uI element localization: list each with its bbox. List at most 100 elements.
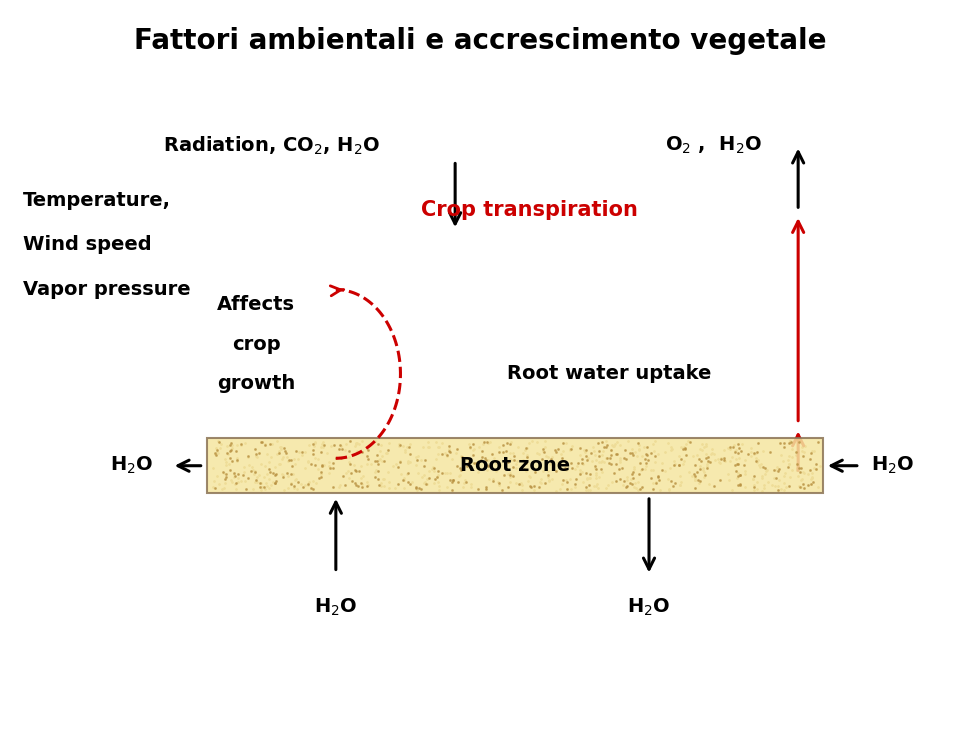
Point xyxy=(695,463,710,475)
Point xyxy=(326,439,342,451)
Point xyxy=(414,483,429,495)
Point xyxy=(480,437,495,448)
Point xyxy=(731,480,746,491)
Point xyxy=(803,447,818,459)
Point xyxy=(210,435,226,447)
Point xyxy=(671,459,686,471)
Point xyxy=(348,437,364,449)
Point xyxy=(314,459,329,471)
Point xyxy=(695,464,710,476)
Point xyxy=(685,469,701,480)
Point xyxy=(737,465,753,477)
Point xyxy=(610,436,625,448)
Point xyxy=(478,483,493,494)
Point xyxy=(700,451,715,462)
Point xyxy=(687,472,703,484)
Point xyxy=(399,441,415,453)
Point xyxy=(316,437,331,448)
Point xyxy=(599,439,614,451)
Point xyxy=(513,478,528,490)
Point xyxy=(420,478,435,490)
Point xyxy=(619,475,635,486)
Point xyxy=(770,480,785,492)
Point xyxy=(732,477,747,489)
Point xyxy=(596,441,612,453)
Point xyxy=(224,455,239,467)
Point xyxy=(575,476,590,488)
Point xyxy=(779,481,794,493)
Point xyxy=(502,469,517,481)
Point xyxy=(707,480,722,492)
Point xyxy=(762,446,778,458)
Point xyxy=(582,480,597,491)
Point xyxy=(504,436,519,448)
Point xyxy=(637,464,653,475)
Point xyxy=(649,476,664,488)
Point xyxy=(798,440,813,452)
Point xyxy=(272,445,287,456)
Point xyxy=(774,449,789,461)
Point xyxy=(464,481,479,493)
Point xyxy=(651,471,666,483)
Point xyxy=(711,456,727,468)
Point xyxy=(793,462,808,474)
Point xyxy=(585,441,600,453)
Point xyxy=(504,469,519,480)
Point xyxy=(666,459,682,471)
Point xyxy=(563,444,578,456)
Point xyxy=(529,448,544,459)
Point xyxy=(645,477,660,489)
Point xyxy=(687,474,703,486)
Point xyxy=(558,464,573,476)
Point xyxy=(660,472,676,484)
Point xyxy=(211,477,227,489)
Point xyxy=(289,483,304,495)
Point xyxy=(673,441,688,453)
Point xyxy=(531,448,546,460)
Point xyxy=(788,446,804,458)
Point xyxy=(471,442,487,453)
Point xyxy=(233,440,249,451)
Point xyxy=(588,472,604,484)
Point xyxy=(707,448,722,460)
Point xyxy=(280,482,296,494)
Point xyxy=(488,457,503,469)
Point xyxy=(604,445,619,456)
Point xyxy=(572,442,588,453)
Point xyxy=(632,439,647,451)
Point xyxy=(402,438,418,450)
Point xyxy=(721,442,736,453)
Point xyxy=(740,448,756,460)
Point xyxy=(494,484,510,496)
Point xyxy=(235,469,251,480)
Point xyxy=(603,445,618,456)
Point xyxy=(638,457,654,469)
Point xyxy=(632,468,647,480)
Point xyxy=(804,471,820,483)
Point xyxy=(292,445,307,457)
Point xyxy=(578,485,593,496)
Point xyxy=(796,468,811,480)
Point xyxy=(376,456,392,467)
Point xyxy=(313,441,328,453)
Point xyxy=(478,453,493,464)
Point xyxy=(373,480,389,491)
Point xyxy=(503,453,518,465)
Point xyxy=(209,470,225,482)
Point xyxy=(262,438,277,450)
Point xyxy=(618,481,634,493)
Point xyxy=(627,463,642,475)
Point xyxy=(791,480,806,491)
Point xyxy=(759,464,775,476)
Point xyxy=(778,467,793,479)
Point xyxy=(276,484,292,496)
Point xyxy=(756,445,771,456)
Point xyxy=(224,444,239,456)
Point xyxy=(461,437,476,449)
Point xyxy=(278,447,294,459)
Point xyxy=(288,472,303,484)
Point xyxy=(410,467,425,479)
Point xyxy=(370,448,385,460)
Point xyxy=(539,450,554,461)
Point xyxy=(564,458,579,469)
